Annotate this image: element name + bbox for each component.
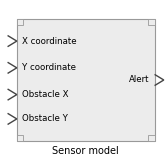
Bar xyxy=(17,19,155,141)
Bar xyxy=(17,135,23,141)
Text: Y coordinate: Y coordinate xyxy=(22,63,76,72)
Bar xyxy=(17,19,23,25)
Text: X coordinate: X coordinate xyxy=(22,37,76,46)
Bar xyxy=(148,135,155,141)
Text: Obstacle X: Obstacle X xyxy=(22,90,68,99)
Text: Obstacle Y: Obstacle Y xyxy=(22,114,68,123)
Text: Alert: Alert xyxy=(129,76,150,84)
Text: Sensor model: Sensor model xyxy=(52,146,119,156)
Bar xyxy=(148,19,155,25)
